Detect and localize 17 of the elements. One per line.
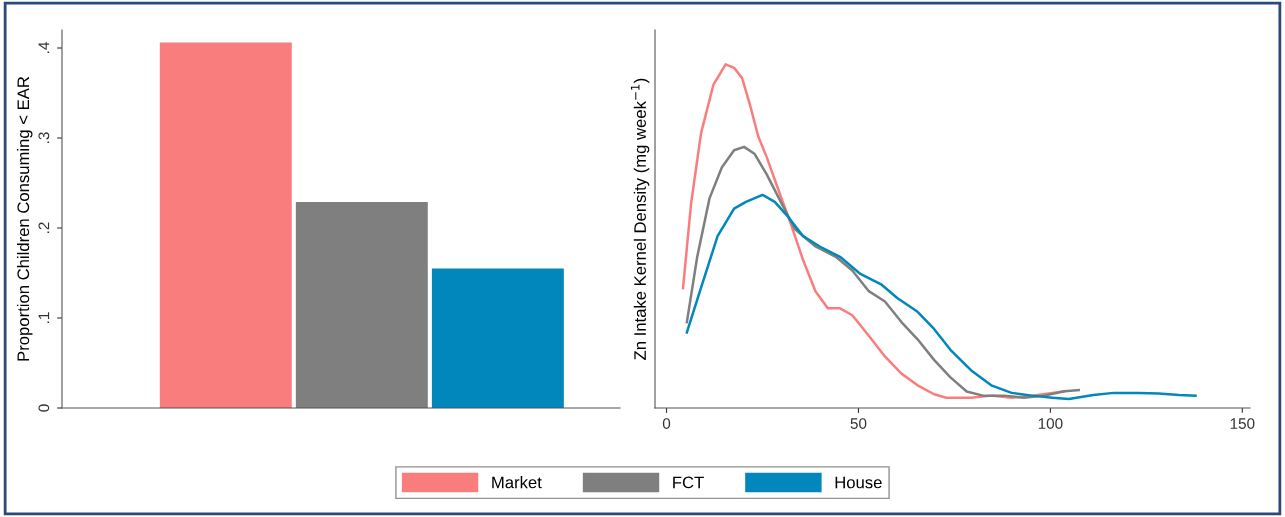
bar — [159, 42, 292, 408]
x-tick-label: 50 — [850, 418, 867, 429]
x-tick-label: 0 — [662, 418, 671, 429]
y-tick-label: 0 — [38, 404, 50, 412]
x-tick-label: 150 — [1230, 418, 1255, 429]
bar — [431, 268, 564, 408]
legend-label: Market — [492, 476, 542, 489]
y-tick-label: .4 — [38, 42, 50, 53]
legend-label: FCT — [673, 476, 704, 489]
y-axis-title: Zn Intake Kernel Density (mg week$^{−1}$) — [630, 78, 650, 360]
x-tick-label: 100 — [1038, 418, 1063, 429]
legend-label: House — [835, 476, 882, 489]
y-tick-label: .3 — [38, 132, 50, 143]
y-tick-label: .2 — [38, 222, 50, 233]
y-tick-label: .1 — [38, 312, 50, 323]
bar — [295, 201, 428, 408]
y-axis-title: Proportion Children Consuming < EAR — [16, 76, 33, 361]
